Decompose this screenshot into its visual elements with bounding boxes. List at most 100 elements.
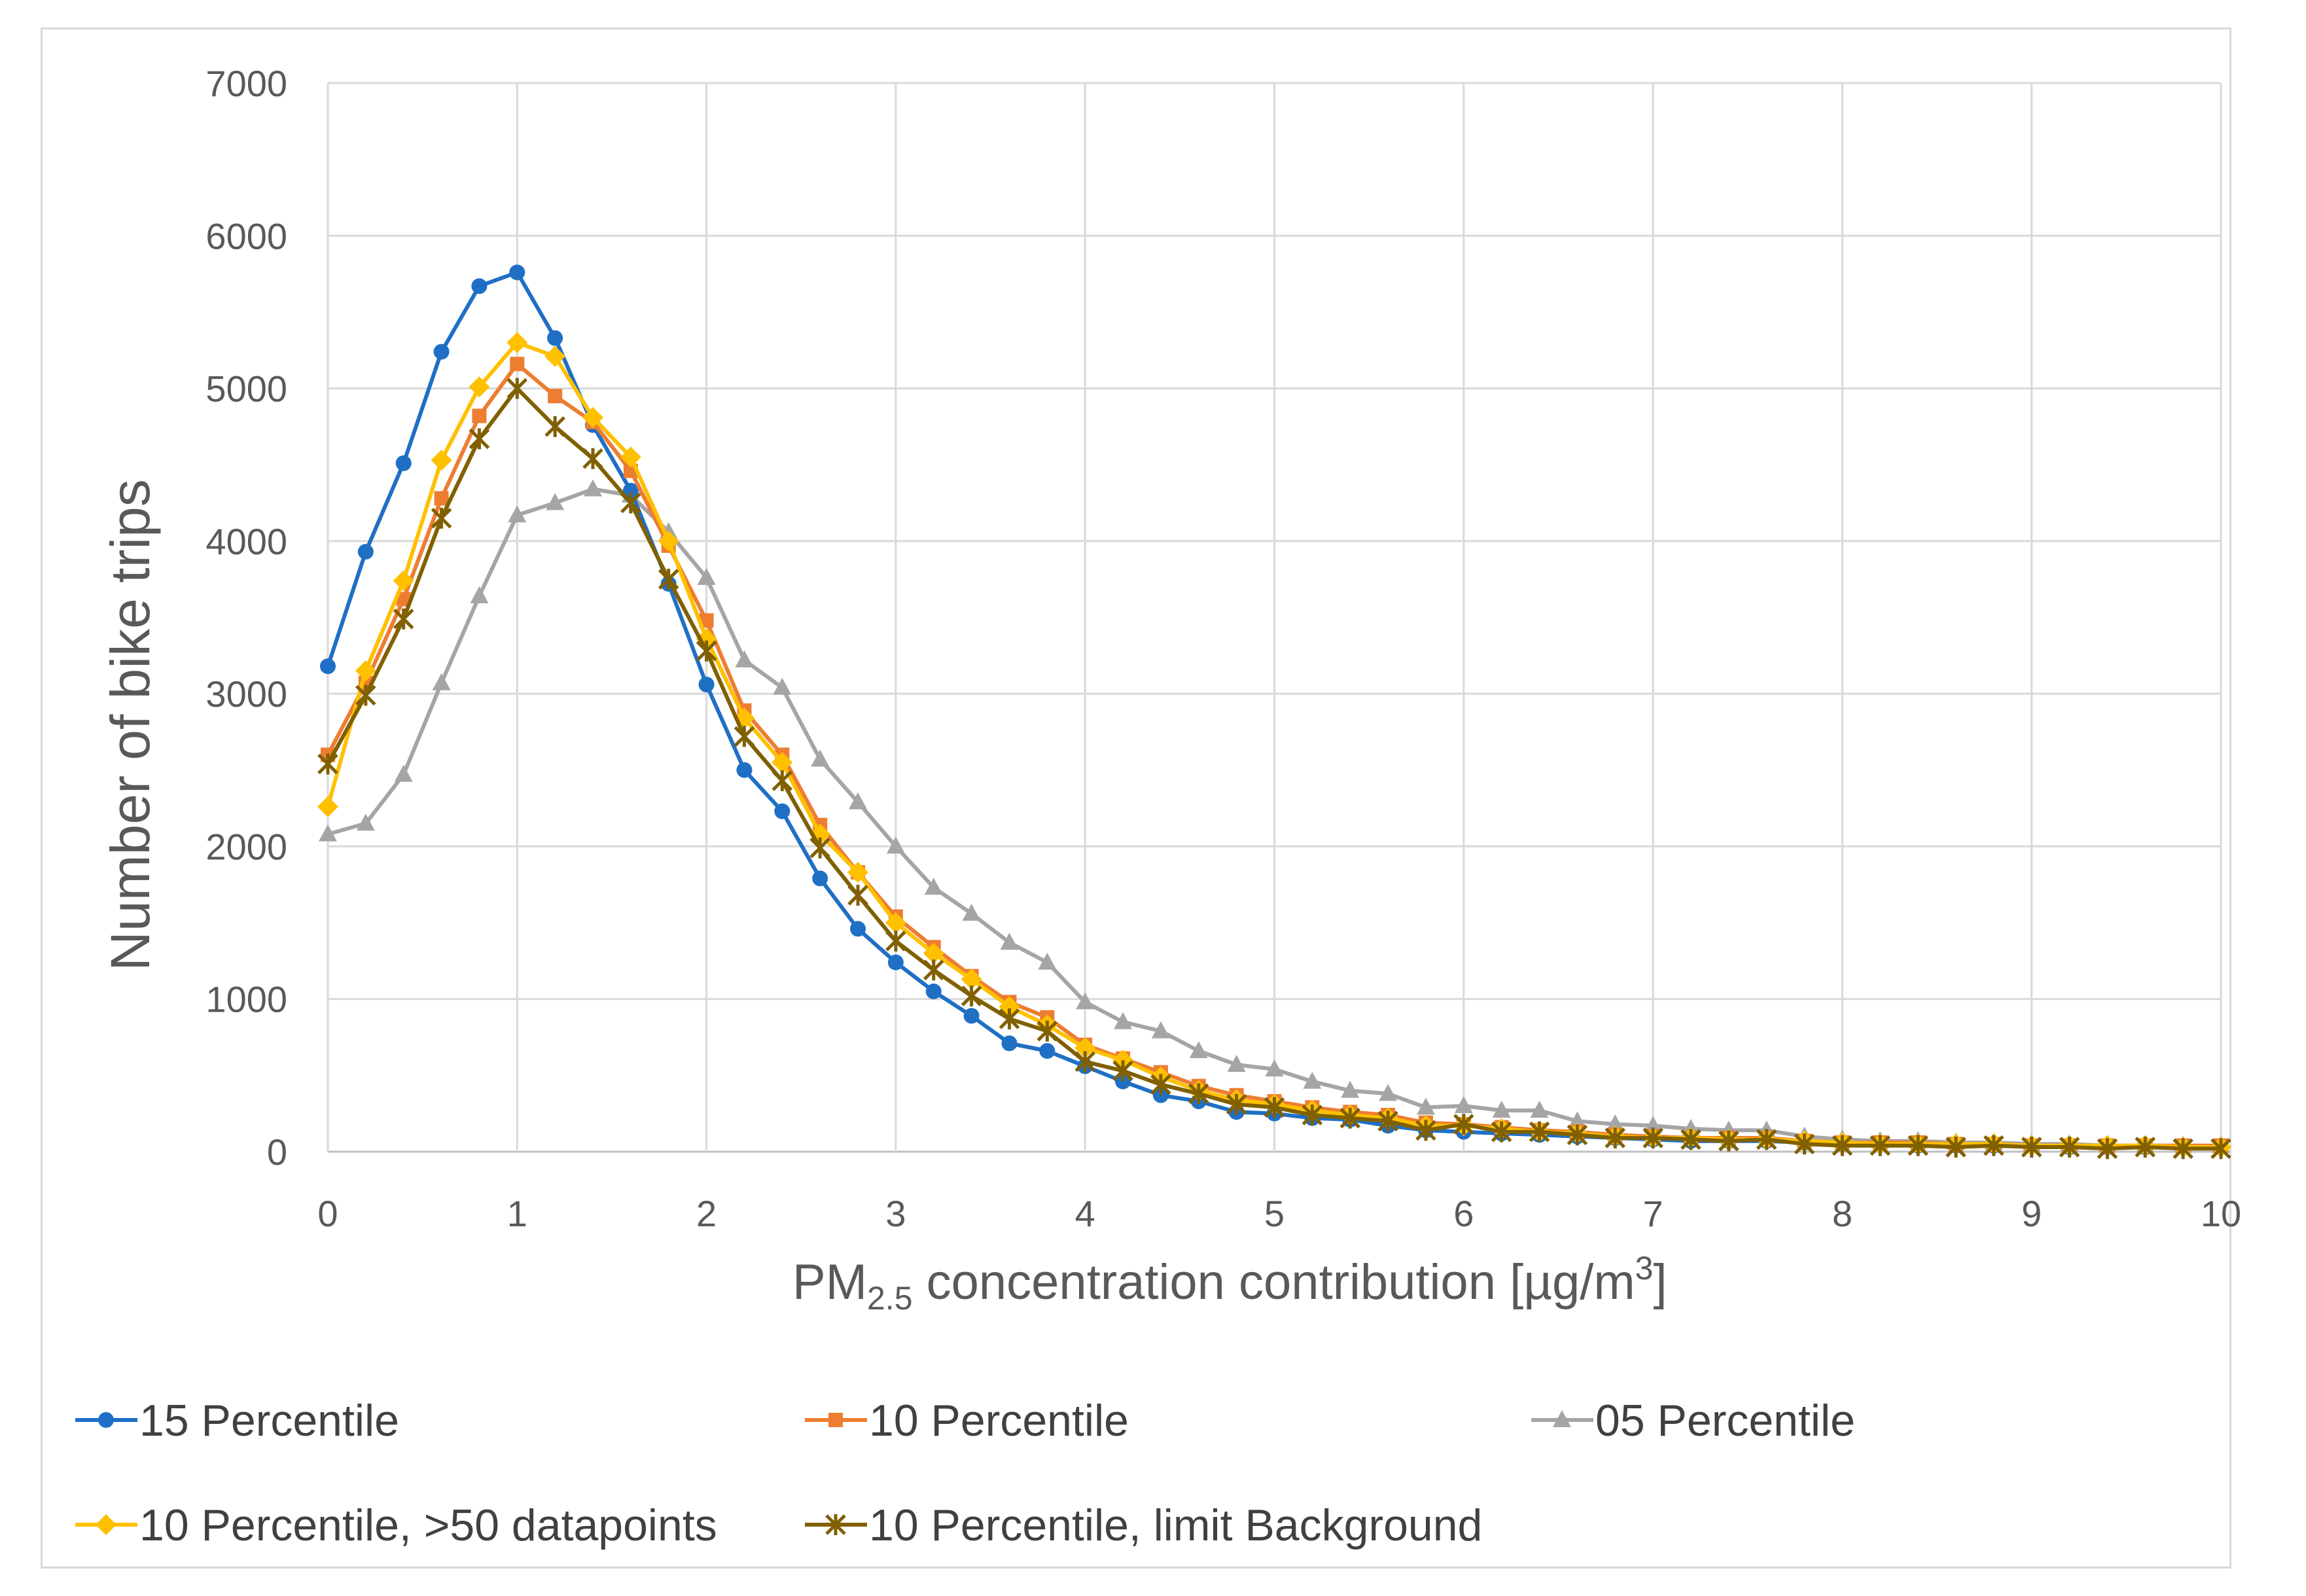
legend-swatch-marker-1 (828, 1413, 843, 1427)
series-4-point-47 (2097, 1138, 2118, 1160)
series-2-point-4 (470, 586, 489, 603)
series-0-point-14 (850, 921, 866, 937)
series-2-point-27 (1341, 1080, 1360, 1098)
series-3-point-14 (847, 862, 869, 883)
series-2-point-14 (849, 792, 868, 809)
series-4-point-25 (1264, 1097, 1285, 1118)
x-tick-label-10: 10 (2201, 1193, 2241, 1234)
legend-swatch-marker-0 (98, 1412, 114, 1428)
series-2-point-32 (1530, 1101, 1549, 1118)
series-3-point-12 (772, 752, 793, 773)
series-1-point-10 (699, 613, 714, 628)
series-layer (317, 264, 2231, 1160)
series-3-point-0 (317, 796, 338, 817)
series-4-point-45 (2021, 1137, 2042, 1158)
series-0-point-12 (774, 803, 790, 819)
series-0-point-21 (1115, 1073, 1131, 1090)
series-1-point-6 (548, 389, 563, 404)
x-axis-ticks: 0 1 2 3 4 5 6 7 8 9 10 (317, 1193, 2241, 1234)
series-0-point-19 (1039, 1043, 1055, 1059)
series-4-point-10 (696, 640, 717, 662)
series-0-point-18 (1001, 1035, 1018, 1052)
series-4-point-30 (1453, 1114, 1474, 1135)
series-4-point-22 (1150, 1074, 1171, 1095)
series-2-point-0 (319, 824, 337, 842)
series-4-point-5 (506, 378, 528, 399)
series-2-point-15 (886, 836, 905, 854)
series-2-point-6 (546, 493, 565, 510)
y-axis-ticks: 0 1000 2000 3000 4000 5000 6000 7000 (205, 63, 287, 1173)
series-4-point-27 (1339, 1107, 1360, 1129)
series-0-point-13 (812, 870, 828, 887)
series-2-point-30 (1454, 1096, 1473, 1114)
legend-item-4: 10 Percentile, limit Background (805, 1500, 1482, 1550)
series-3-point-4 (469, 376, 490, 398)
series-4-point-9 (658, 569, 679, 590)
x-tick-label-2: 2 (696, 1193, 717, 1234)
series-1-point-2 (396, 592, 411, 607)
series-2-point-1 (356, 813, 375, 831)
series-0-point-3 (433, 344, 450, 360)
series-2-point-12 (773, 677, 792, 695)
series-3-point-1 (355, 660, 376, 682)
series-4-point-40 (1832, 1135, 1853, 1156)
y-tick-label-3: 3000 (205, 673, 287, 715)
legend: 15 Percentile 10 Percentile 05 Percentile 1… (75, 1396, 1855, 1550)
series-4-point-19 (1037, 1020, 1058, 1042)
series-2-point-11 (735, 650, 754, 667)
series-3-point-20 (1074, 1037, 1096, 1059)
series-2-point-17 (962, 904, 981, 921)
series-2-point-7 (584, 479, 603, 497)
series-4-point-17 (961, 985, 982, 1007)
series-2-point-19 (1038, 952, 1057, 970)
series-4-point-28 (1377, 1110, 1398, 1132)
x-axis-title-end: ] (1653, 1254, 1667, 1310)
series-0-point-8 (622, 482, 639, 499)
series-2-point-35 (1644, 1116, 1663, 1133)
series-0-point-16 (925, 984, 942, 1000)
series-4-point-12 (772, 770, 793, 792)
series-4-point-3 (431, 507, 452, 529)
series-4-point-33 (1567, 1124, 1588, 1146)
x-tick-label-6: 6 (1453, 1193, 1474, 1234)
series-4-point-16 (923, 959, 944, 981)
series-4-point-46 (2059, 1137, 2080, 1158)
legend-swatch-marker-3 (96, 1514, 116, 1535)
legend-label-4: 10 Percentile, limit Background (869, 1500, 1482, 1550)
x-axis-title: PM2.5 concentration contribution [µg/m3] (792, 1250, 1667, 1317)
x-axis-title-subscript: 2.5 (867, 1280, 913, 1317)
legend-swatch-marker-4 (825, 1514, 846, 1535)
series-0-point-1 (357, 544, 374, 560)
series-4-point-0 (317, 753, 338, 775)
series-1-point-4 (472, 408, 487, 423)
series-0-point-22 (1152, 1087, 1169, 1103)
series-0-point-2 (395, 455, 412, 471)
series-4-point-35 (1642, 1127, 1663, 1149)
series-4-point-7 (582, 448, 603, 469)
series-2-point-2 (394, 764, 413, 782)
series-2-point-28 (1379, 1084, 1398, 1101)
x-axis-title-rest: concentration contribution [µg/m (913, 1254, 1635, 1310)
series-2-point-25 (1265, 1059, 1284, 1077)
series-0-point-17 (963, 1008, 980, 1024)
series-4-point-43 (1945, 1137, 1966, 1158)
series-4-point-18 (999, 1008, 1020, 1030)
x-tick-label-9: 9 (2021, 1193, 2042, 1234)
series-3-point-15 (885, 912, 906, 934)
series-4-point-23 (1188, 1083, 1209, 1105)
series-2-point-31 (1492, 1101, 1511, 1118)
x-tick-label-1: 1 (507, 1193, 527, 1234)
legend-swatch-marker-2 (1553, 1410, 1571, 1427)
series-4-point-31 (1491, 1121, 1512, 1143)
series-4-point-13 (809, 837, 830, 859)
series-0-point-10 (698, 677, 715, 693)
x-tick-label-3: 3 (885, 1193, 906, 1234)
series-3-point-7 (582, 406, 604, 428)
series-3-point-8 (620, 446, 641, 468)
legend-item-0: 15 Percentile (75, 1396, 399, 1445)
series-4-point-41 (1870, 1135, 1891, 1156)
y-tick-label-6: 6000 (205, 215, 287, 257)
series-1-point-3 (434, 491, 449, 506)
series-0-point-15 (887, 954, 904, 970)
